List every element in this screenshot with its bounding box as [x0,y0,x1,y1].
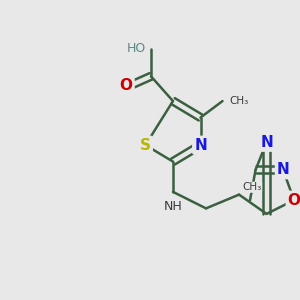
Text: O: O [288,193,300,208]
Text: S: S [140,138,151,153]
Text: O: O [288,193,300,208]
Text: N: N [260,135,273,150]
Text: NH: NH [164,200,182,213]
Text: CH₃: CH₃ [230,96,249,106]
Text: O: O [120,78,133,93]
Text: S: S [140,138,151,153]
Text: N: N [194,138,207,153]
Text: HO: HO [127,42,146,55]
Text: N: N [194,138,207,153]
Text: N: N [260,135,273,150]
Text: CH₃: CH₃ [242,182,262,192]
Text: N: N [277,162,290,177]
Text: N: N [277,162,290,177]
Text: O: O [120,80,133,95]
